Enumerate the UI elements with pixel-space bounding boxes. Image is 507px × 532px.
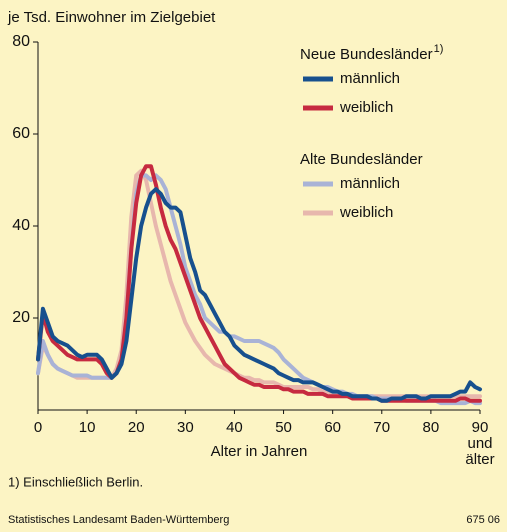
footnote: 1) Einschließlich Berlin. [8,474,143,489]
x-tick-label: 30 [176,419,194,436]
x-tick-label: 20 [127,419,145,436]
x-tick-label: 90 und älter [465,419,495,468]
chart-code: 675 06 [466,514,500,526]
legend-label: männlich [340,175,400,192]
legend-label: männlich [340,70,400,87]
x-tick-label: 50 [275,419,292,436]
legend-group-note: 1) [434,43,444,55]
y-tick-label: 20 [12,309,30,326]
legend-label: weiblich [339,99,393,116]
series-line [36,187,482,403]
x-tick-label: 60 [324,419,341,436]
x-tick-label: 40 [226,419,243,436]
x-axis-label: Alter in Jahren [211,443,308,460]
y-tick-label: 80 [12,33,30,50]
x-tick-label: 70 [373,419,391,436]
x-tick-label: 80 [422,419,440,436]
y-axis-label: je Tsd. Einwohner im Zielgebiet [7,9,216,26]
source: Statistisches Landesamt Baden-Württember… [8,514,229,526]
x-tick-label: 0 [33,419,43,436]
y-tick-label: 40 [12,217,30,234]
legend-group-title: Alte Bundesländer [300,151,423,168]
legend-label: weiblich [339,204,393,221]
legend-group-title: Neue Bundesländer [300,46,433,63]
x-tick-label: 10 [78,419,96,436]
y-tick-label: 60 [12,125,30,142]
